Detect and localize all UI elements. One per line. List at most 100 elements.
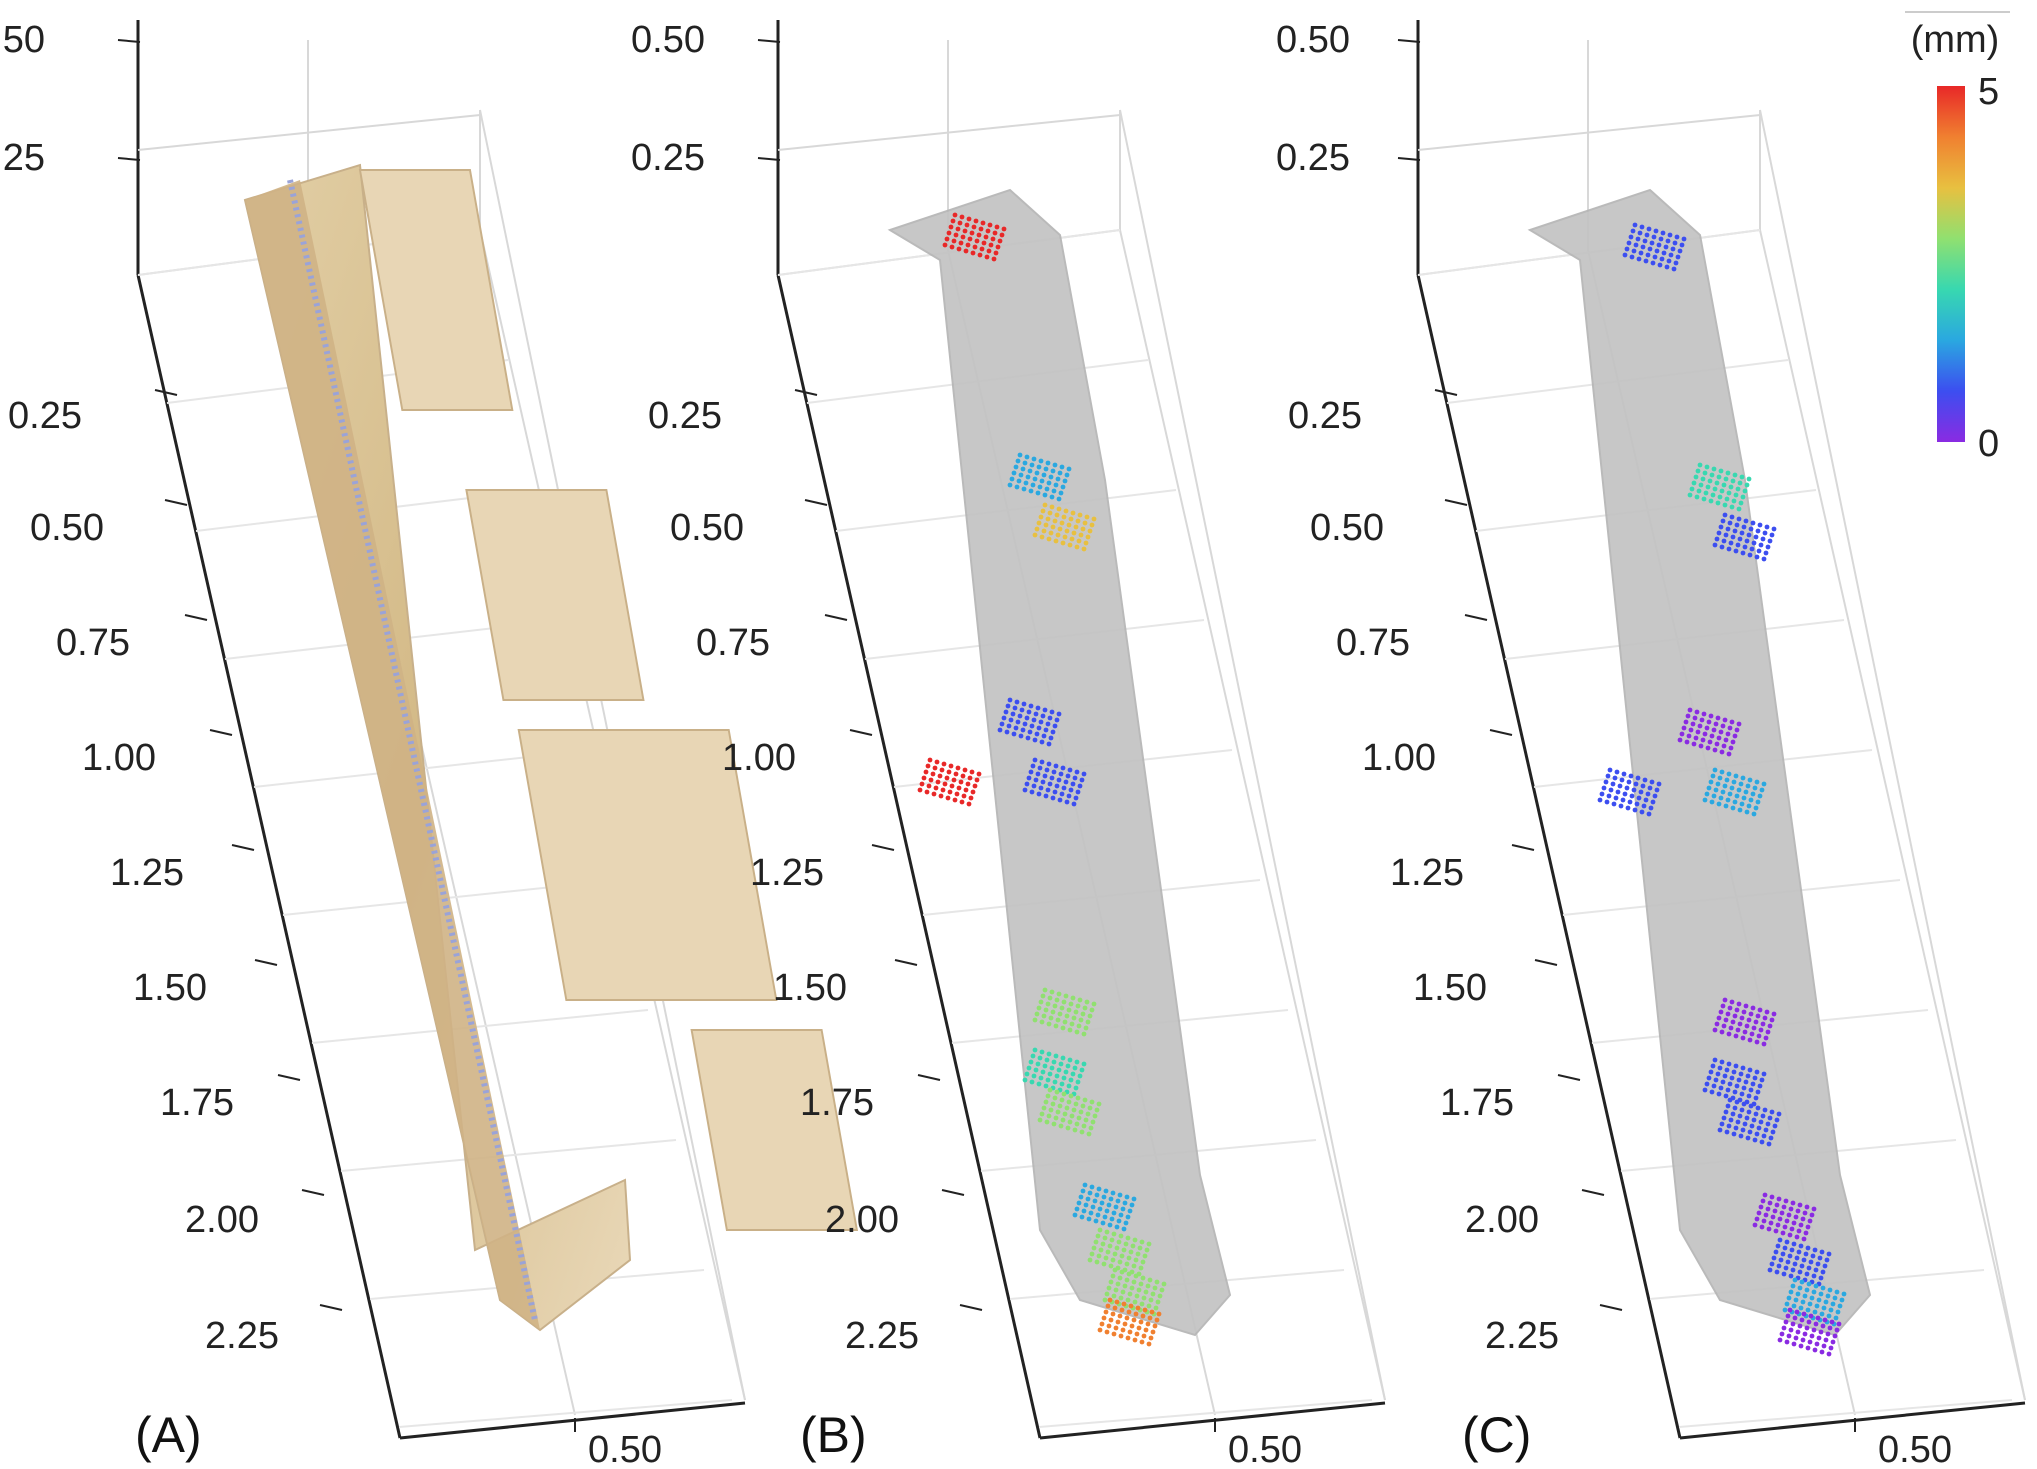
point xyxy=(1768,1135,1774,1141)
point xyxy=(967,775,973,781)
point xyxy=(1050,468,1056,474)
point xyxy=(1627,799,1633,805)
point xyxy=(1018,733,1024,739)
point xyxy=(1803,1230,1809,1236)
point xyxy=(1037,1055,1043,1061)
point xyxy=(1733,548,1739,554)
y-tick xyxy=(941,1189,965,1196)
point xyxy=(1724,777,1730,783)
point xyxy=(1732,799,1738,805)
point xyxy=(1073,524,1079,530)
y-tick-label: 0.25 xyxy=(648,395,722,437)
point xyxy=(1066,793,1072,799)
point xyxy=(1039,739,1045,745)
point xyxy=(1721,538,1727,544)
point xyxy=(1030,1053,1036,1059)
point xyxy=(1125,1214,1131,1220)
point xyxy=(1061,999,1067,1005)
point xyxy=(1712,542,1718,548)
point xyxy=(1795,1329,1801,1335)
point xyxy=(1776,1263,1782,1269)
point xyxy=(959,214,965,220)
point xyxy=(1107,1222,1113,1228)
point xyxy=(1648,805,1654,811)
point xyxy=(1046,480,1052,486)
point xyxy=(1099,1200,1105,1206)
point xyxy=(1041,528,1047,534)
point xyxy=(999,721,1005,727)
point xyxy=(1046,1051,1052,1057)
point xyxy=(1728,540,1734,546)
point xyxy=(1645,791,1651,797)
point xyxy=(1055,532,1061,538)
point xyxy=(1824,1257,1830,1263)
point xyxy=(1703,490,1709,496)
point xyxy=(1673,260,1679,266)
point xyxy=(1601,785,1607,791)
point xyxy=(1806,1281,1812,1287)
point xyxy=(1709,799,1715,805)
point xyxy=(1077,512,1083,518)
point xyxy=(1645,252,1651,258)
point xyxy=(1630,228,1636,234)
point xyxy=(1736,506,1742,512)
point xyxy=(1072,1065,1078,1071)
point xyxy=(1813,1283,1819,1289)
point xyxy=(1113,1287,1119,1293)
point xyxy=(1746,476,1752,482)
point xyxy=(1753,534,1759,540)
point xyxy=(1080,1011,1086,1017)
point xyxy=(1086,1131,1092,1137)
point xyxy=(1730,1111,1736,1117)
point xyxy=(1118,1212,1124,1218)
point xyxy=(1766,1226,1772,1232)
y-tick-label: 2.25 xyxy=(845,1315,919,1357)
y-tick xyxy=(154,389,178,396)
point xyxy=(1621,771,1627,777)
point xyxy=(1066,1099,1072,1105)
point xyxy=(946,230,952,236)
point xyxy=(1792,1261,1798,1267)
point xyxy=(1772,1123,1778,1129)
point xyxy=(1079,1129,1085,1135)
y-tick xyxy=(1581,1189,1605,1196)
z-tick-label: 0.25 xyxy=(1276,137,1350,179)
point xyxy=(1082,520,1088,526)
point xyxy=(1051,488,1057,494)
point xyxy=(1147,1315,1153,1321)
point xyxy=(1744,809,1750,815)
point xyxy=(1759,1077,1765,1083)
point xyxy=(1805,1345,1811,1351)
point xyxy=(1775,1243,1781,1249)
point xyxy=(1818,1275,1824,1281)
point xyxy=(994,224,1000,230)
point xyxy=(1779,1210,1785,1216)
point xyxy=(1767,538,1773,544)
point xyxy=(1076,1023,1082,1029)
point xyxy=(1721,1023,1727,1029)
point xyxy=(1727,520,1733,526)
point xyxy=(1144,1247,1150,1253)
y-tick-label: 2.00 xyxy=(825,1199,899,1241)
point xyxy=(1065,1125,1071,1131)
point xyxy=(1131,1263,1137,1269)
point xyxy=(1748,1087,1754,1093)
point xyxy=(1122,1283,1128,1289)
point xyxy=(1154,1317,1160,1323)
point xyxy=(955,226,961,232)
point xyxy=(1037,765,1043,771)
point xyxy=(1746,1093,1752,1099)
point xyxy=(1737,1021,1743,1027)
point xyxy=(1073,795,1079,801)
point xyxy=(1066,466,1072,472)
point xyxy=(1783,1198,1789,1204)
point xyxy=(1759,1139,1765,1145)
z-tick xyxy=(757,157,781,161)
point xyxy=(963,248,969,254)
point xyxy=(1747,1129,1753,1135)
point xyxy=(1798,1222,1804,1228)
point xyxy=(1771,526,1777,532)
point xyxy=(1712,1057,1718,1063)
point xyxy=(1790,1321,1796,1327)
y-tick-label: 1.25 xyxy=(110,852,184,894)
